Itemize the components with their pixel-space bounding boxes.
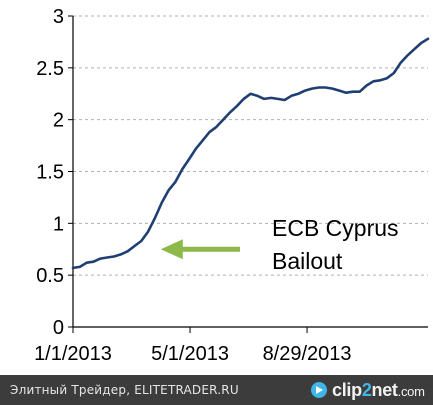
y-tick-labels: 0 0.5 1 1.5 2 2.5 3 — [36, 6, 64, 339]
x-tick-label-2: 8/29/2013 — [263, 343, 352, 365]
y-tick-label-1: 0.5 — [36, 265, 64, 287]
clip2net-logo: clip2net.com — [310, 379, 425, 401]
y-tick-label-6: 3 — [53, 6, 64, 28]
series-line — [71, 37, 430, 270]
footer-caption: Элитный Трейдер, ELITETRADER.RU — [10, 383, 239, 397]
annotation-line-1: ECB Cyprus — [272, 215, 399, 241]
watermark-footer: Элитный Трейдер, ELITETRADER.RU clip2net… — [0, 375, 433, 405]
line-chart: 00.511.522.53 1/1/2013 5/1/2013 8/29/2013 … — [34, 6, 430, 365]
logo-part-2: 2 — [361, 379, 372, 400]
annotation: ECB Cyprus Bailout — [160, 215, 399, 274]
y-tick-label-0: 0 — [53, 317, 64, 339]
y-tick-label-4: 2 — [53, 110, 64, 132]
series — [71, 37, 430, 270]
clip2net-logo-icon — [311, 382, 327, 398]
y-tick-label-2: 1 — [53, 213, 64, 235]
logo-part-3: net — [371, 379, 398, 400]
annotation-arrow-head — [160, 239, 183, 260]
logo-part-1: clip — [332, 379, 362, 400]
x-tick-labels: 1/1/2013 5/1/2013 8/29/2013 — [34, 343, 351, 365]
axes — [68, 15, 428, 333]
x-tick-label-0: 1/1/2013 — [34, 343, 112, 365]
annotation-line-2: Bailout — [272, 248, 343, 274]
gridlines — [73, 15, 428, 276]
y-tick-label-5: 2.5 — [36, 58, 64, 80]
clip2net-logo-text: clip2net.com — [332, 380, 425, 401]
x-tick-label-1: 5/1/2013 — [151, 343, 229, 365]
logo-suffix: .com — [397, 383, 425, 399]
y-tick-label-3: 1.5 — [36, 162, 64, 184]
